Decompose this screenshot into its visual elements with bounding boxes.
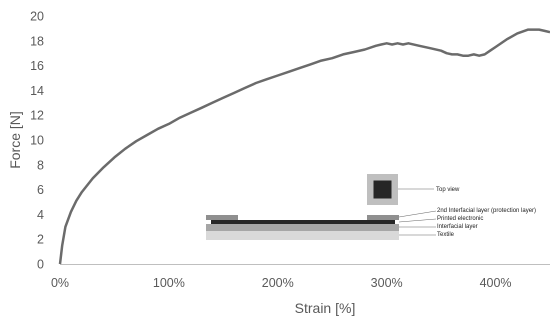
label-printed-electronic: Printed electronic [437, 216, 483, 222]
y-tick-label: 20 [30, 10, 44, 24]
protection-layer-left [206, 215, 238, 220]
x-tick-label: 400% [480, 276, 512, 290]
y-tick-label: 10 [30, 134, 44, 148]
y-tick-label: 12 [30, 109, 44, 123]
textile-layer [206, 231, 399, 240]
protection-layer-right [367, 215, 399, 220]
y-tick-label: 4 [37, 208, 44, 222]
y-axis-title: Force [N] [7, 111, 23, 169]
layer-structure-inset: Top view 2nd Interfacial layer (protecti… [206, 174, 536, 240]
leader-printed [398, 218, 437, 223]
label-textile: Textile [437, 232, 455, 238]
x-tick-label: 0% [51, 276, 69, 290]
y-tick-label: 6 [37, 183, 44, 197]
series-layer [58, 28, 550, 265]
x-tick-label: 200% [262, 276, 294, 290]
top-view-inner [373, 180, 392, 199]
y-tick-label: 0 [37, 258, 44, 272]
printed-electronic-layer [211, 220, 395, 224]
interfacial-layer [206, 224, 399, 231]
leader-protection [398, 210, 437, 218]
label-top-view: Top view [436, 187, 460, 193]
y-tick-label: 2 [37, 233, 44, 247]
label-protection-layer: 2nd Interfacial layer (protection layer) [437, 208, 536, 214]
label-interfacial-layer: Interfacial layer [437, 224, 478, 230]
x-tick-label: 100% [153, 276, 185, 290]
y-tick-label: 16 [30, 59, 44, 73]
x-axis-title: Strain [%] [295, 300, 356, 316]
y-tick-label: 18 [30, 34, 44, 48]
y-tick-label: 8 [37, 158, 44, 172]
y-tick-label: 14 [30, 84, 44, 98]
x-tick-label: 300% [371, 276, 403, 290]
series-line [58, 28, 550, 265]
